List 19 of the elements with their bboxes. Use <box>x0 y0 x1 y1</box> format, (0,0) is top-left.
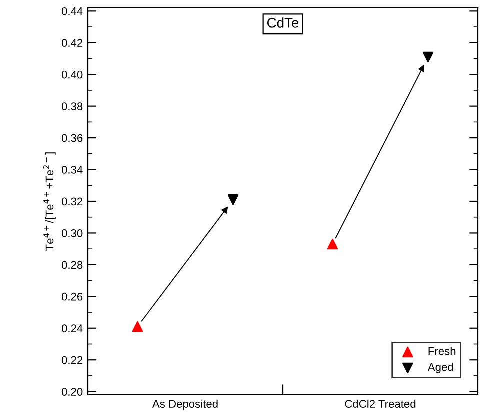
x-tick-label: CdCl2 Treated <box>345 400 416 408</box>
x-tick-label: As Deposited <box>152 400 218 410</box>
y-tick-label: 0.38 <box>62 102 83 110</box>
y-tick-label: 0.28 <box>62 261 83 270</box>
legend-label: Aged <box>428 363 454 374</box>
y-tick-label: 0.32 <box>62 198 83 206</box>
y-tick-label: 0.22 <box>62 356 83 364</box>
y-tick-label: 0.36 <box>62 134 83 142</box>
y-tick-label: 0.20 <box>62 388 83 396</box>
y-tick-label: 0.40 <box>62 70 83 79</box>
legend-label: Fresh <box>428 347 456 356</box>
y-tick-label: 0.34 <box>62 166 83 174</box>
y-tick-label: 0.24 <box>62 324 83 333</box>
y-axis-title: Te$^{4+}$/[Te$^{4+}$+Te$^{2−}$] <box>44 152 56 251</box>
y-tick-label: 0.42 <box>62 39 83 48</box>
y-tick-label: 0.44 <box>62 7 83 16</box>
y-tick-label: 0.26 <box>62 292 83 301</box>
y-tick-label: 0.30 <box>62 229 83 238</box>
text: CdTe <box>268 18 299 28</box>
